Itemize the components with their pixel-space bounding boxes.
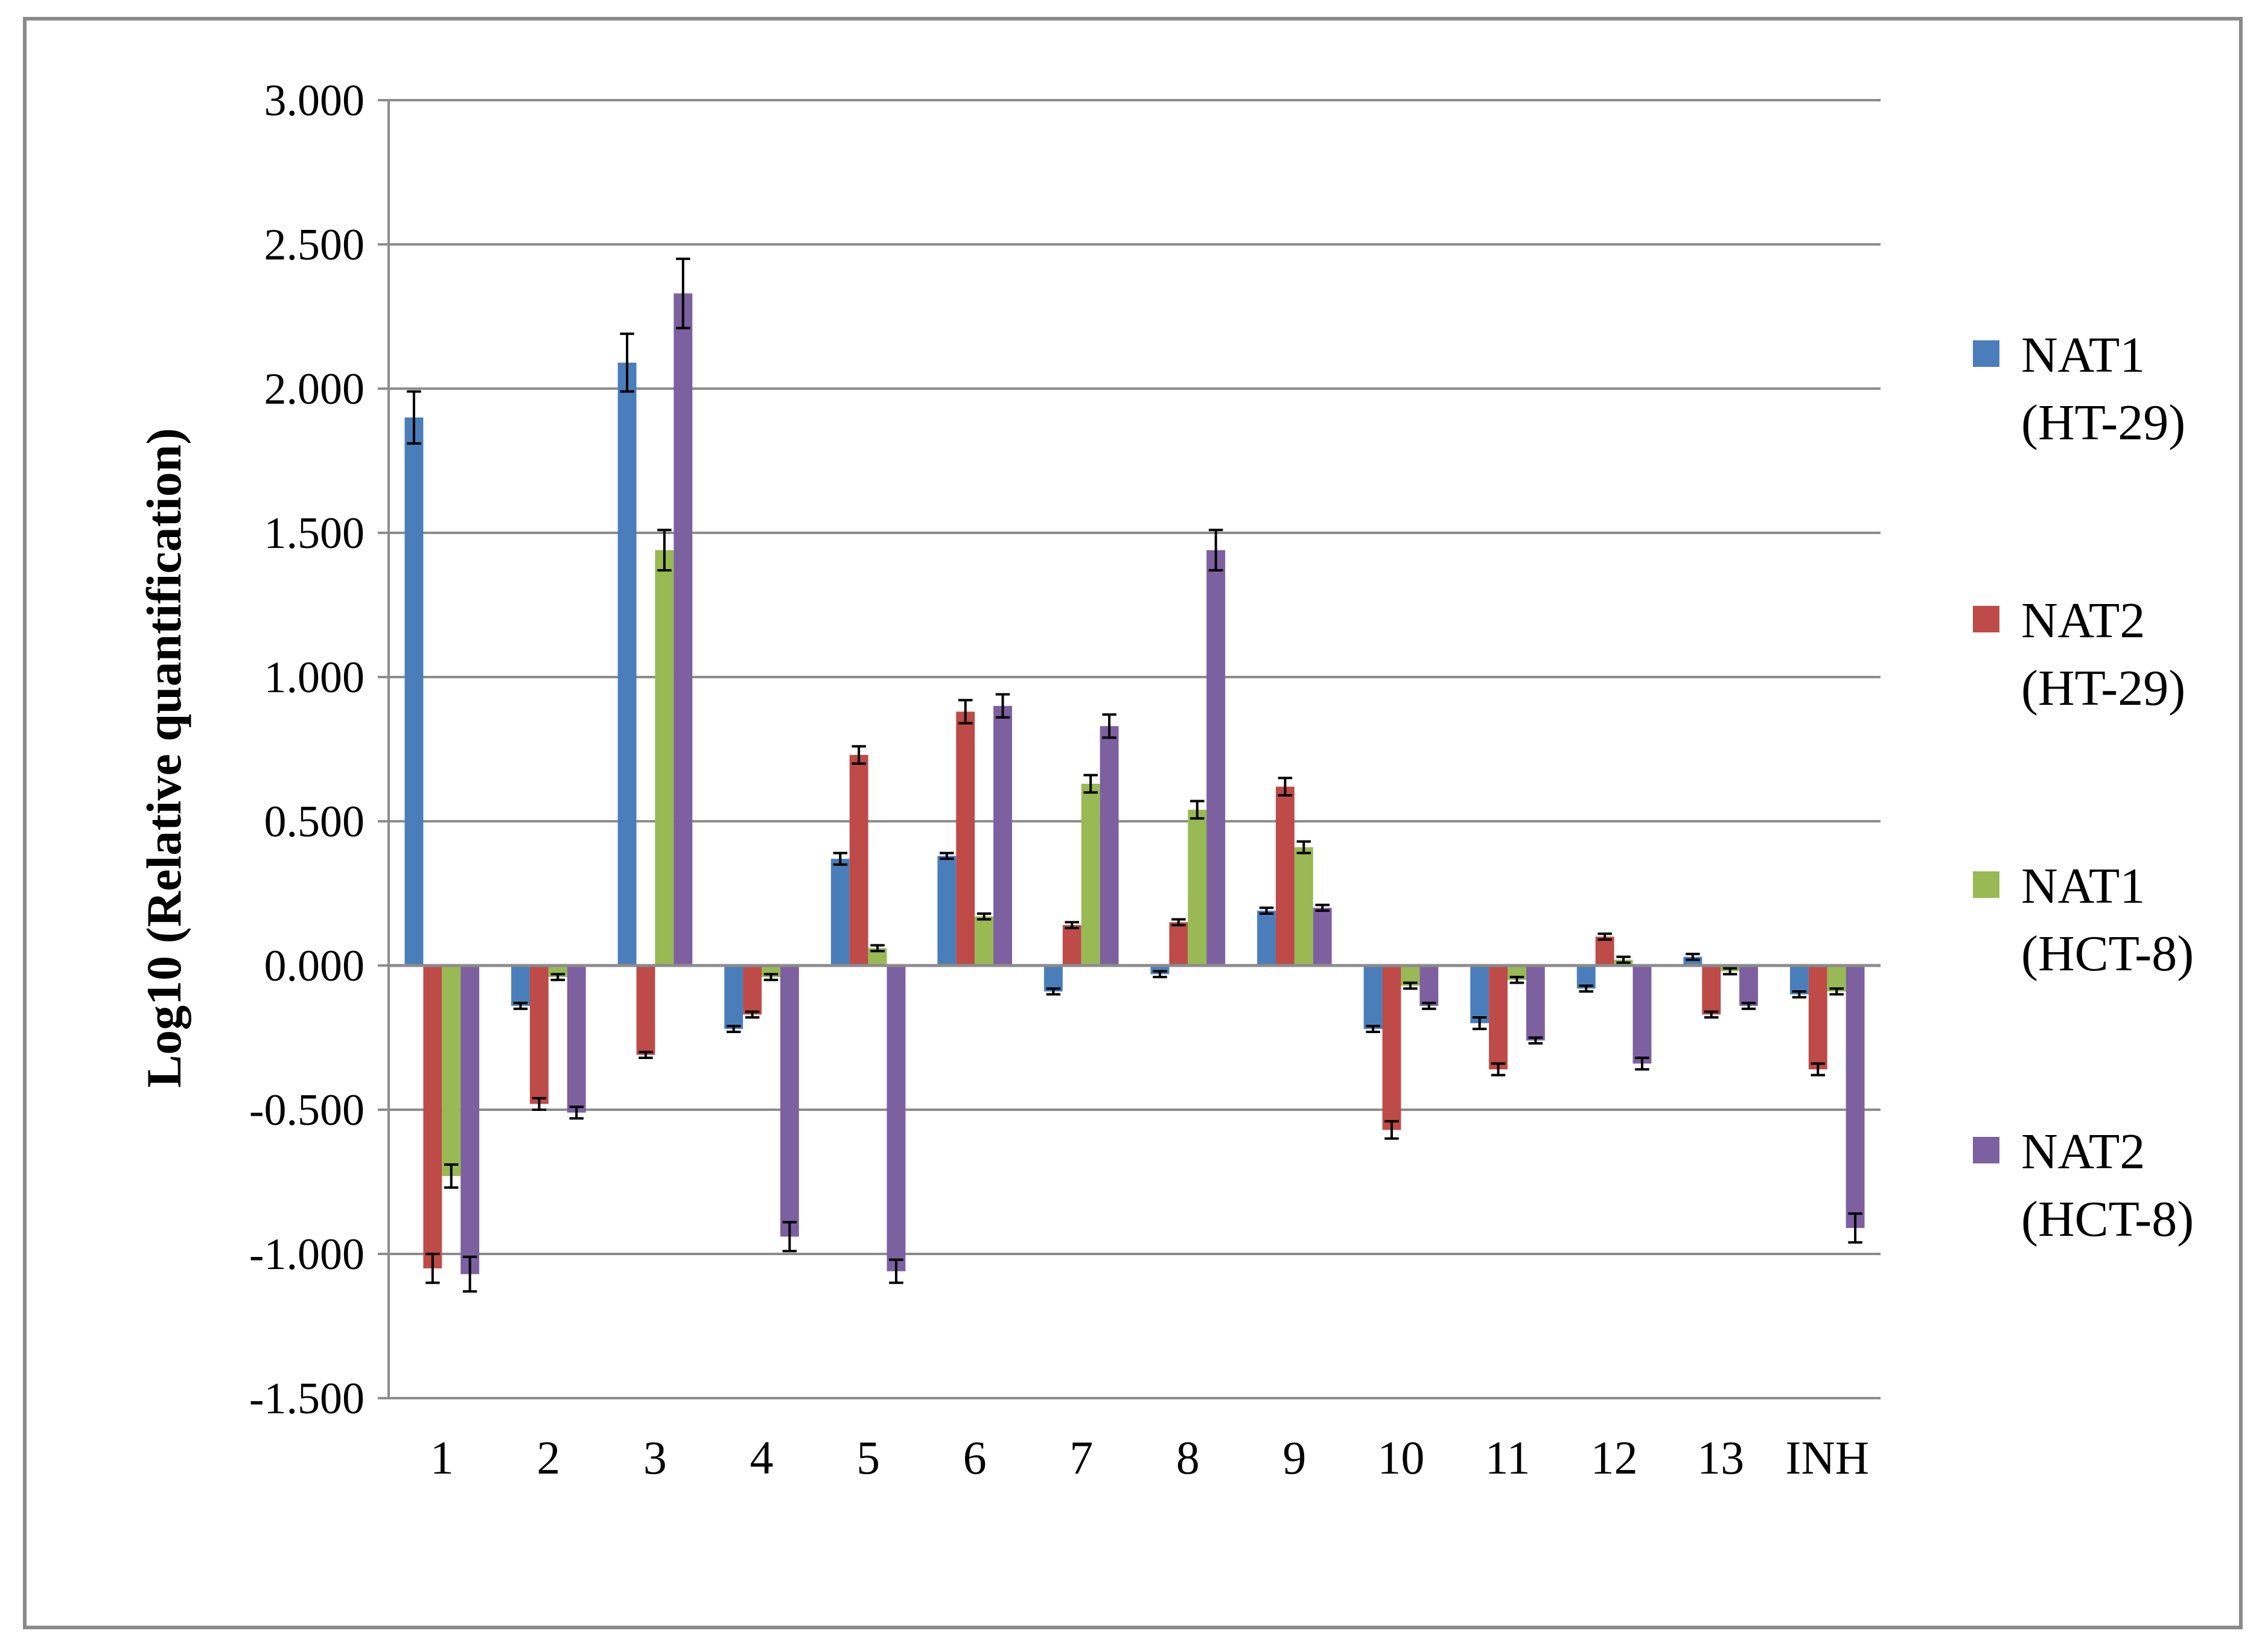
y-tick-label: 2.000 (264, 364, 365, 414)
bar (529, 965, 549, 1104)
bar (1739, 965, 1758, 1006)
y-tick-label: 1.500 (264, 509, 365, 558)
bar (887, 965, 906, 1271)
bar (511, 965, 530, 1006)
legend-item: NAT2 (HCT-8) (1973, 1124, 2194, 1247)
y-tick-label: 1.000 (264, 653, 365, 702)
bar (1827, 965, 1846, 992)
bar (404, 417, 424, 965)
y-tick-labels: 3.000 2.500 2.000 1.500 1.000 0.500 0.000 -0.50… (249, 76, 365, 1424)
grouped-bar-chart: 3.000 2.500 2.000 1.500 1.000 0.500 0.000 -0.50… (136, 76, 2194, 1484)
x-tick-label: 4 (750, 1431, 774, 1484)
bar (1633, 965, 1652, 1064)
bar (1062, 925, 1081, 965)
bar (460, 965, 480, 1274)
x-tick-label: 3 (643, 1431, 667, 1484)
y-tick-label: 0.500 (264, 797, 365, 847)
bar (1313, 908, 1332, 965)
x-tick-label: INH (1785, 1431, 1869, 1484)
legend-label: (HCT-8) (2021, 926, 2194, 982)
bar (1294, 847, 1313, 965)
bars (404, 293, 1865, 1274)
bar (1100, 726, 1119, 965)
bar (849, 755, 868, 965)
y-axis-title: Log10 (Relative quantification) (136, 428, 191, 1087)
legend-label: (HT-29) (2021, 660, 2185, 716)
bar (1702, 965, 1721, 1015)
y-tick-label: 3.000 (264, 76, 365, 126)
x-tick-label: 2 (537, 1431, 560, 1484)
bar (1846, 965, 1865, 1228)
bar (724, 965, 744, 1029)
error-bars (407, 257, 1862, 1293)
y-tick-label: -0.500 (249, 1086, 365, 1135)
bar (1206, 550, 1226, 965)
bar (1275, 786, 1295, 965)
y-tick-label: -1.000 (249, 1230, 365, 1279)
bar (617, 362, 637, 965)
legend-label: (HT-29) (2021, 395, 2185, 451)
y-tick-label: -1.500 (249, 1374, 365, 1424)
legend-item: NAT1 (HCT-8) (1973, 858, 2194, 982)
bar (975, 916, 994, 965)
bar (1419, 965, 1439, 1006)
bar (830, 859, 850, 965)
x-tick-label: 6 (963, 1431, 987, 1484)
bar (655, 550, 674, 965)
bar (636, 965, 655, 1055)
bar (1808, 965, 1827, 1070)
y-tick-label: 0.000 (264, 941, 365, 991)
bar (1526, 965, 1545, 1041)
legend-swatch (1973, 871, 1999, 898)
x-tick-label: 7 (1069, 1431, 1093, 1484)
x-tick-label: 9 (1282, 1431, 1306, 1484)
x-tick-label: 11 (1485, 1431, 1530, 1484)
bar (1363, 965, 1383, 1029)
bar (1382, 965, 1401, 1130)
x-tick-labels: 1 2 3 4 5 6 7 8 9 10 11 12 13 INH (430, 1431, 1869, 1484)
bar (674, 293, 693, 965)
y-tick-label: 2.500 (264, 220, 365, 270)
bar (1789, 965, 1809, 994)
legend-label: NAT1 (2021, 858, 2145, 914)
bar (1489, 965, 1508, 1070)
bar (1081, 783, 1100, 965)
legend-label: NAT1 (2021, 327, 2145, 383)
bar (1043, 965, 1063, 992)
chart-frame: 3.000 2.500 2.000 1.500 1.000 0.500 0.000 -0.50… (23, 17, 2243, 1629)
bar (1169, 922, 1188, 965)
bar (1595, 937, 1614, 965)
bar (937, 856, 957, 965)
x-tick-label: 8 (1176, 1431, 1200, 1484)
legend-label: NAT2 (2021, 1124, 2145, 1180)
bar (743, 965, 762, 1015)
legend-swatch (1973, 1137, 1999, 1163)
bar (993, 705, 1012, 965)
x-tick-label: 10 (1377, 1431, 1424, 1484)
legend-label: NAT2 (2021, 593, 2145, 649)
legend-label: (HCT-8) (2021, 1191, 2194, 1247)
bar (956, 711, 975, 965)
bar (423, 965, 442, 1268)
x-tick-label: 12 (1591, 1431, 1638, 1484)
bar (780, 965, 799, 1237)
bar (1188, 809, 1207, 965)
gridlines (378, 99, 1881, 1399)
legend-item: NAT2 (HT-29) (1973, 593, 2185, 716)
bar (1257, 911, 1276, 965)
axes (387, 100, 1881, 1398)
legend-swatch (1973, 340, 1999, 367)
legend-swatch (1973, 606, 1999, 632)
x-tick-label: 1 (430, 1431, 454, 1484)
x-tick-label: 5 (856, 1431, 880, 1484)
bar (1470, 965, 1489, 1023)
bar (442, 965, 461, 1176)
legend-item: NAT1 (HT-29) (1973, 327, 2185, 451)
x-tick-label: 13 (1697, 1431, 1744, 1484)
legend: NAT1 (HT-29) NAT2 (HT-29) NAT1 (HCT-8) NAT2 (HC… (1973, 327, 2194, 1247)
bar (567, 965, 586, 1113)
